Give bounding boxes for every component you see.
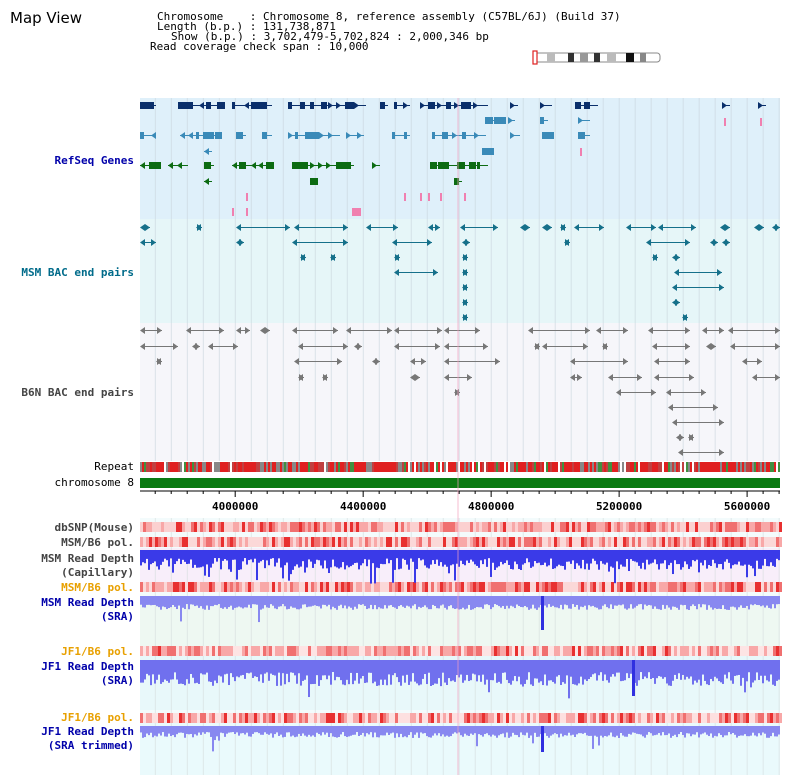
msm-depth-sra-label[interactable]: MSM Read Depth: [41, 596, 134, 609]
chromosome-bar[interactable]: [140, 478, 780, 488]
msm-b6-pol-label[interactable]: MSM/B6 pol.: [61, 536, 134, 549]
jf1-depth-sra[interactable]: [140, 660, 780, 699]
jf1-depth-trim-label-2: (SRA trimmed): [48, 739, 134, 752]
length-value: : 131,738,871: [249, 20, 336, 33]
msm-b6-pol-heatmap[interactable]: [140, 537, 782, 547]
coverage-info: Read coverage check span : 10,000: [150, 40, 369, 53]
jf1-depth-sra-label-2: (SRA): [101, 674, 134, 687]
coverage-value: : 10,000: [315, 40, 369, 53]
msm-bac-label[interactable]: MSM BAC end pairs: [21, 266, 134, 279]
jf1-depth-sra-label[interactable]: JF1 Read Depth: [41, 660, 134, 673]
coverage-label: Read coverage check span: [150, 40, 309, 53]
chromosome-ideogram[interactable]: [532, 50, 661, 65]
jf1-b6-pol-label[interactable]: JF1/B6 pol.: [61, 645, 134, 658]
msm-depth-cap-label-2: (Capillary): [61, 566, 134, 579]
axis-tick-label: 5200000: [596, 500, 642, 513]
jf1-b6-pol-heatmap[interactable]: [140, 646, 782, 656]
repeat-label: Repeat: [94, 460, 134, 473]
msm-depth-sra-label-2: (SRA): [101, 610, 134, 623]
chromosome-label: chromosome 8: [55, 476, 134, 489]
dbsnp-label[interactable]: dbSNP(Mouse): [55, 521, 134, 534]
msm-depth-sra[interactable]: [140, 596, 780, 623]
msm-b6-pol-2-heatmap[interactable]: [140, 582, 782, 592]
page-title: Map View: [10, 9, 83, 27]
jf1-b6-pol-2-heatmap[interactable]: [140, 713, 782, 723]
jf1-depth-trimmed[interactable]: [140, 726, 780, 752]
repeat-track[interactable]: [140, 462, 780, 472]
show-label: Show (b.p.): [171, 30, 244, 43]
position-axis: 4000000 4400000 4800000 5200000 5600000: [154, 491, 780, 513]
axis-tick-label: 4000000: [212, 500, 258, 513]
jf1-b6-pol-2-label[interactable]: JF1/B6 pol.: [61, 711, 134, 724]
axis-tick-label: 5600000: [724, 500, 770, 513]
msm-depth-capillary[interactable]: [140, 550, 780, 584]
chromosome-label: Chromosome: [157, 10, 224, 23]
length-label: Length (b.p.): [157, 20, 244, 33]
chromosome-info: Chromosome : Chromosome 8, reference ass…: [157, 10, 621, 23]
axis-tick-label: 4400000: [340, 500, 386, 513]
show-info: Show (b.p.) : 3,702,479-5,702,824 : 2,00…: [171, 30, 489, 43]
refseq-label[interactable]: RefSeq Genes: [55, 154, 134, 167]
msm-depth-cap-label[interactable]: MSM Read Depth: [41, 552, 134, 565]
chromosome-value: : Chromosome 8, reference assembly (C57B…: [249, 10, 621, 23]
b6n-bac-label[interactable]: B6N BAC end pairs: [21, 386, 134, 399]
axis-tick-label: 4800000: [468, 500, 514, 513]
dbsnp-heatmap[interactable]: [140, 522, 782, 532]
show-value: : 3,702,479-5,702,824 : 2,000,346 bp: [250, 30, 489, 43]
length-info: Length (b.p.) : 131,738,871: [157, 20, 336, 33]
jf1-depth-trim-label[interactable]: JF1 Read Depth: [41, 725, 134, 738]
msm-b6-pol-2-label[interactable]: MSM/B6 pol.: [61, 581, 134, 594]
